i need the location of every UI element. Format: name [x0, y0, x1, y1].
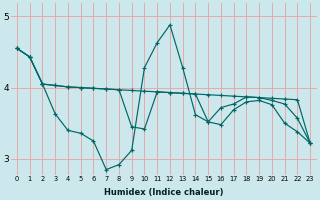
X-axis label: Humidex (Indice chaleur): Humidex (Indice chaleur) [104, 188, 223, 197]
